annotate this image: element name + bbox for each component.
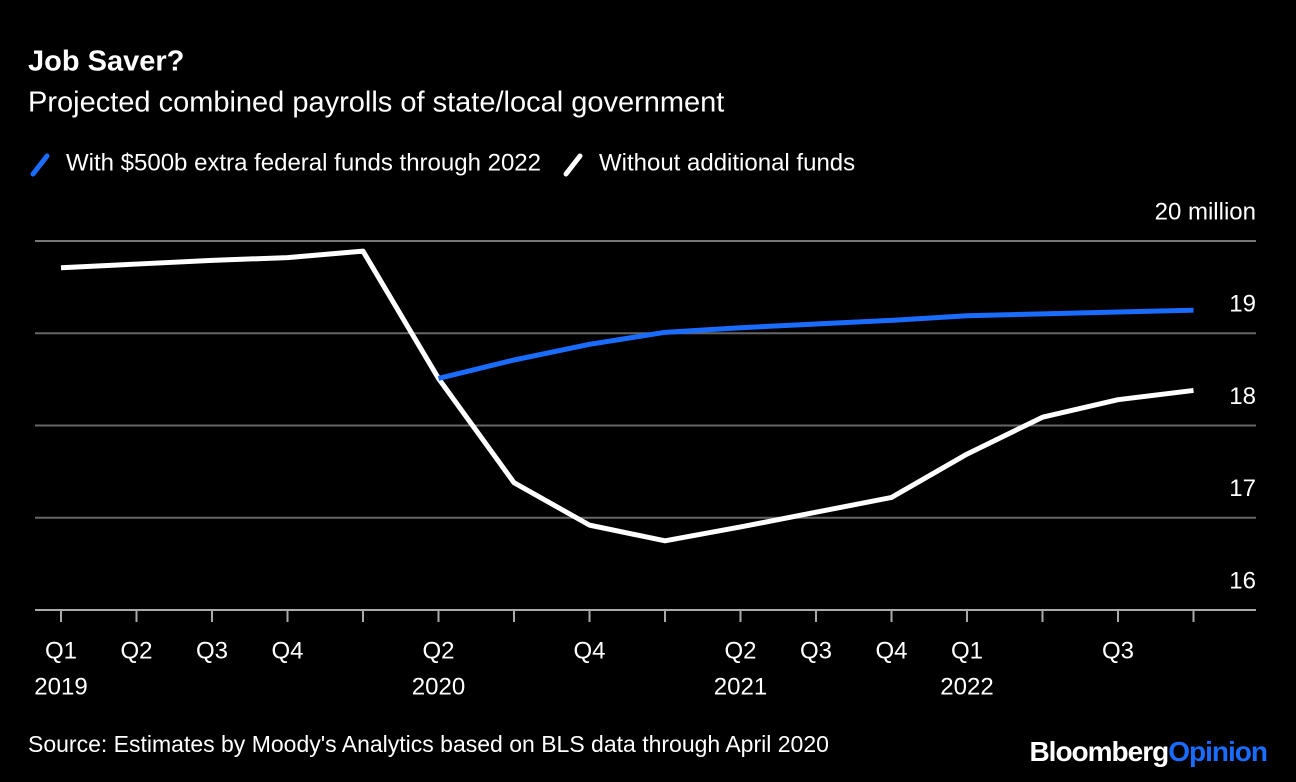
legend-swatch bbox=[563, 153, 583, 177]
y-tick-label: 17 bbox=[1229, 475, 1256, 502]
x-year-label: 2022 bbox=[940, 673, 993, 700]
series-line bbox=[437, 307, 1194, 381]
x-year-label: 2020 bbox=[412, 673, 465, 700]
x-year-label: 2021 bbox=[714, 673, 767, 700]
legend-swatch bbox=[30, 153, 50, 177]
series-line bbox=[60, 248, 1194, 544]
brand-product: Opinion bbox=[1168, 736, 1267, 767]
x-tick-label: Q1 bbox=[45, 637, 77, 664]
x-tick-label: Q4 bbox=[271, 637, 303, 664]
x-tick-label: Q3 bbox=[196, 637, 228, 664]
x-tick-label: Q4 bbox=[875, 637, 907, 664]
x-tick-label: Q3 bbox=[800, 637, 832, 664]
legend-label: Without additional funds bbox=[599, 149, 855, 176]
brand: BloombergOpinion bbox=[1029, 736, 1267, 767]
x-tick-label: Q4 bbox=[573, 637, 605, 664]
x-tick-label: Q2 bbox=[422, 637, 454, 664]
y-tick-label: 19 bbox=[1229, 291, 1256, 318]
x-tick-label: Q2 bbox=[724, 637, 756, 664]
legend-label: With $500b extra federal funds through 2… bbox=[66, 149, 541, 176]
chart-title: Job Saver? bbox=[28, 46, 184, 78]
brand-name: Bloomberg bbox=[1029, 736, 1168, 767]
x-year-label: 2019 bbox=[34, 673, 87, 700]
source: Source: Estimates by Moody's Analytics b… bbox=[28, 731, 829, 757]
x-tick-label: Q2 bbox=[120, 637, 152, 664]
x-tick-label: Q1 bbox=[951, 637, 983, 664]
x-tick-label: Q3 bbox=[1102, 637, 1134, 664]
chart-subtitle: Projected combined payrolls of state/loc… bbox=[28, 87, 724, 119]
y-tick-label: 16 bbox=[1229, 567, 1256, 594]
y-tick-label: 20 million bbox=[1155, 198, 1256, 225]
y-tick-label: 18 bbox=[1229, 383, 1256, 410]
